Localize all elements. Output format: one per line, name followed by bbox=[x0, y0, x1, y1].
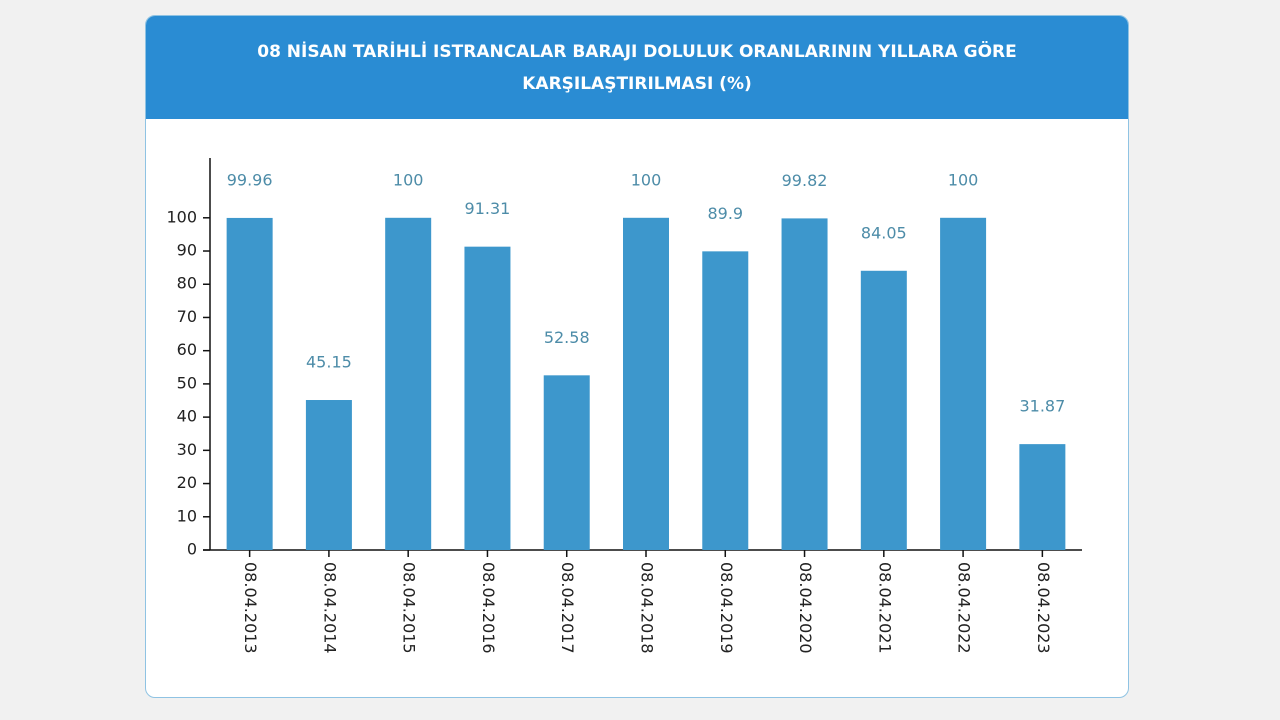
header: 08 NİSAN TARİHLİ ISTRANCALAR BARAJI DOLU… bbox=[146, 16, 1128, 119]
bar bbox=[464, 246, 511, 550]
value-label: 100 bbox=[631, 170, 662, 189]
y-tick-label: 40 bbox=[177, 407, 197, 426]
bar bbox=[385, 217, 432, 550]
value-label: 100 bbox=[948, 170, 979, 189]
x-tick-label: 08.04.2017 bbox=[558, 562, 577, 654]
chart-title: 08 NİSAN TARİHLİ ISTRANCALAR BARAJI DOLU… bbox=[257, 41, 1017, 94]
value-label: 89.9 bbox=[707, 204, 743, 223]
value-label: 99.96 bbox=[227, 170, 273, 189]
x-tick-label: 08.04.2023 bbox=[1034, 562, 1053, 654]
value-label: 31.87 bbox=[1019, 397, 1065, 416]
y-tick-label: 90 bbox=[177, 241, 197, 260]
y-tick-label: 30 bbox=[177, 440, 197, 459]
y-tick-label: 100 bbox=[166, 207, 197, 226]
value-label: 52.58 bbox=[544, 328, 590, 347]
x-tick-label: 08.04.2014 bbox=[320, 562, 339, 654]
x-tick-label: 08.04.2018 bbox=[638, 562, 657, 654]
x-tick-label: 08.04.2016 bbox=[479, 562, 498, 654]
y-tick-label: 10 bbox=[177, 506, 197, 525]
x-tick-label: 08.04.2020 bbox=[796, 562, 815, 654]
bar bbox=[305, 400, 352, 550]
value-label: 100 bbox=[393, 170, 424, 189]
bar bbox=[940, 217, 987, 550]
y-tick-label: 70 bbox=[177, 307, 197, 326]
x-tick-label: 08.04.2015 bbox=[400, 562, 419, 654]
value-label: 84.05 bbox=[861, 223, 907, 242]
bar bbox=[781, 218, 828, 550]
bar bbox=[1019, 444, 1066, 550]
x-tick-label: 08.04.2022 bbox=[955, 562, 974, 654]
value-label: 45.15 bbox=[306, 353, 352, 372]
y-tick-label: 20 bbox=[177, 473, 197, 492]
y-tick-label: 80 bbox=[177, 274, 197, 293]
y-tick-label: 0 bbox=[187, 540, 197, 559]
x-tick-label: 08.04.2019 bbox=[717, 562, 736, 654]
x-tick-label: 08.04.2013 bbox=[241, 562, 260, 654]
value-label: 99.82 bbox=[782, 171, 828, 190]
y-tick-label: 50 bbox=[177, 373, 197, 392]
value-label: 91.31 bbox=[465, 199, 511, 218]
bar bbox=[702, 251, 749, 550]
bar bbox=[226, 217, 273, 550]
bar bbox=[623, 217, 669, 550]
bar bbox=[860, 270, 907, 550]
x-tick-label: 08.04.2021 bbox=[875, 562, 894, 654]
bar bbox=[543, 375, 590, 550]
y-tick-label: 60 bbox=[177, 340, 197, 359]
